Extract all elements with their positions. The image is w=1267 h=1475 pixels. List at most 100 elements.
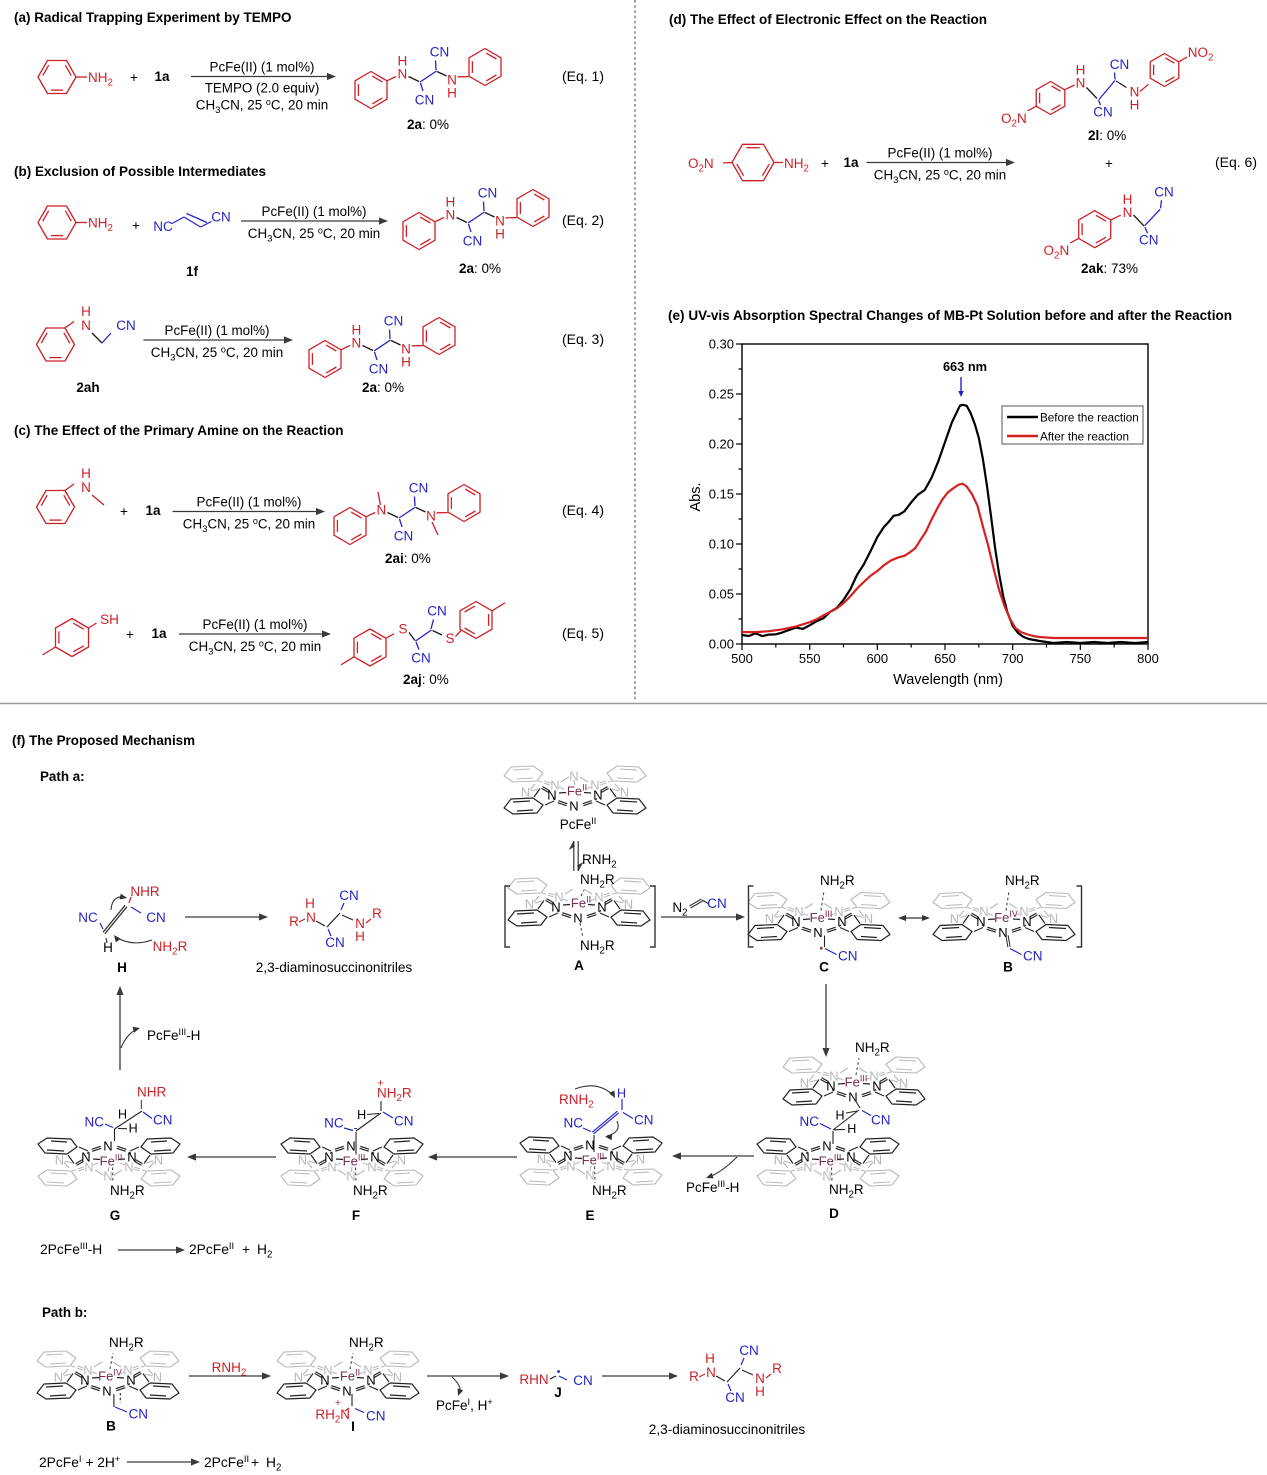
- svg-text:N: N: [537, 1152, 546, 1167]
- svg-text:(d) The Effect of Electronic E: (d) The Effect of Electronic Effect on t…: [669, 12, 987, 27]
- svg-text:NH2: NH2: [88, 216, 113, 235]
- svg-text:0.25: 0.25: [709, 387, 734, 402]
- svg-text:2ak: 73%: 2ak: 73%: [1081, 261, 1138, 276]
- svg-text:D: D: [829, 1206, 839, 1221]
- svg-text:N: N: [547, 788, 556, 803]
- svg-text:1a: 1a: [145, 503, 161, 518]
- svg-text:N: N: [1076, 76, 1086, 91]
- svg-text:650: 650: [934, 651, 956, 666]
- svg-text:H: H: [103, 940, 113, 955]
- svg-text:N: N: [1123, 205, 1133, 220]
- svg-text:PcFe(II) (1 mol%): PcFe(II) (1 mol%): [197, 495, 302, 510]
- svg-text:N: N: [346, 1139, 355, 1154]
- svg-text:N: N: [609, 1149, 618, 1164]
- svg-text:H: H: [355, 929, 365, 944]
- svg-text:H: H: [398, 54, 408, 69]
- svg-text:CN: CN: [707, 896, 727, 911]
- svg-text:2PcFeIII-H: 2PcFeIII-H: [40, 1240, 102, 1257]
- svg-text:H: H: [357, 1108, 366, 1122]
- svg-text:NH2R: NH2R: [580, 938, 615, 957]
- svg-text:-: -: [354, 1120, 358, 1134]
- svg-text:N: N: [1130, 85, 1140, 100]
- svg-text:CN: CN: [369, 362, 389, 377]
- svg-text:A: A: [574, 958, 584, 973]
- svg-text:N: N: [320, 1373, 329, 1388]
- svg-text:0.05: 0.05: [709, 587, 734, 602]
- svg-text:E: E: [585, 1208, 594, 1223]
- svg-text:750: 750: [1069, 651, 1091, 666]
- svg-text:CN: CN: [634, 1113, 654, 1128]
- svg-text:H: H: [1076, 63, 1086, 78]
- svg-text:CN: CN: [1154, 184, 1174, 199]
- svg-text:N: N: [624, 897, 633, 912]
- svg-text:N: N: [569, 799, 578, 814]
- svg-text:H: H: [1123, 192, 1133, 207]
- svg-text:2PcFeII: 2PcFeII: [189, 1240, 234, 1257]
- svg-text:CN: CN: [394, 1114, 414, 1129]
- svg-text:Path b:: Path b:: [42, 1305, 87, 1320]
- svg-text:NC: NC: [153, 219, 173, 234]
- svg-text:N: N: [829, 1069, 838, 1084]
- svg-text:N: N: [585, 1168, 594, 1183]
- svg-text:H: H: [118, 1107, 127, 1121]
- svg-text:+: +: [377, 1077, 383, 1089]
- svg-text:R: R: [689, 1369, 699, 1384]
- svg-text:B: B: [1003, 960, 1013, 975]
- svg-text:N: N: [563, 1149, 572, 1164]
- svg-text:N: N: [846, 1150, 855, 1165]
- svg-text:FeII: FeII: [340, 1368, 360, 1384]
- svg-text:H: H: [705, 1351, 715, 1366]
- svg-text:CN: CN: [384, 314, 404, 329]
- svg-text:N: N: [803, 1160, 812, 1175]
- svg-text:2a: 0%: 2a: 0%: [362, 380, 404, 395]
- svg-text:N: N: [154, 1153, 163, 1168]
- svg-text:0.00: 0.00: [709, 637, 734, 652]
- svg-text:I: I: [351, 1419, 355, 1434]
- svg-text:N: N: [81, 1150, 90, 1165]
- svg-text:H: H: [755, 1384, 765, 1399]
- svg-text:(Eq. 2): (Eq. 2): [562, 212, 604, 228]
- svg-text:1f: 1f: [186, 264, 199, 279]
- svg-text:R: R: [289, 914, 299, 929]
- svg-text:N: N: [550, 778, 559, 793]
- svg-text:H: H: [352, 323, 362, 338]
- svg-text:NH2R: NH2R: [377, 1086, 412, 1105]
- svg-text:NH2R: NH2R: [110, 1183, 145, 1202]
- svg-text:NHR: NHR: [130, 884, 159, 899]
- svg-text:CN: CN: [366, 1409, 386, 1424]
- svg-text:N: N: [323, 1363, 332, 1378]
- svg-text:550: 550: [799, 651, 821, 666]
- svg-text:S: S: [398, 622, 407, 637]
- svg-text:N: N: [755, 1371, 765, 1386]
- svg-text:CN: CN: [1139, 233, 1159, 248]
- svg-text:CH3CN, 25 oC, 20 min: CH3CN, 25 oC, 20 min: [151, 345, 283, 364]
- svg-text:N: N: [401, 342, 411, 357]
- svg-text:CN: CN: [211, 210, 231, 225]
- svg-text:H: H: [81, 304, 91, 319]
- svg-text:PcFeIII-H: PcFeIII-H: [147, 1027, 200, 1043]
- svg-text:H: H: [1130, 98, 1140, 113]
- svg-text:NH2R: NH2R: [592, 1183, 627, 1202]
- svg-text:PcFeI, H+: PcFeI, H+: [436, 1397, 493, 1413]
- svg-text:N: N: [80, 1373, 89, 1388]
- svg-text:CN: CN: [739, 1343, 759, 1358]
- svg-text:CH3CN, 25 oC, 20 min: CH3CN, 25 oC, 20 min: [874, 167, 1006, 186]
- svg-text:500: 500: [731, 651, 753, 666]
- svg-text:N: N: [585, 1138, 594, 1153]
- svg-text:N: N: [606, 1159, 615, 1174]
- svg-text:NH2R: NH2R: [580, 872, 615, 891]
- svg-text:Abs.: Abs.: [688, 482, 704, 511]
- svg-text:N: N: [298, 1153, 307, 1168]
- svg-text:CN: CN: [411, 651, 431, 666]
- svg-text:N: N: [81, 480, 91, 495]
- svg-text:600: 600: [866, 651, 888, 666]
- svg-text:H: H: [81, 466, 91, 481]
- svg-text:N: N: [1022, 914, 1031, 929]
- svg-text:CN: CN: [478, 186, 498, 201]
- svg-text:NC: NC: [85, 1115, 105, 1130]
- svg-text:+: +: [132, 218, 140, 233]
- svg-text:N: N: [569, 769, 578, 784]
- svg-text:PcFeIII-H: PcFeIII-H: [686, 1179, 739, 1195]
- svg-text:CN: CN: [427, 604, 447, 619]
- svg-text:TEMPO (2.0 equiv): TEMPO (2.0 equiv): [205, 81, 320, 96]
